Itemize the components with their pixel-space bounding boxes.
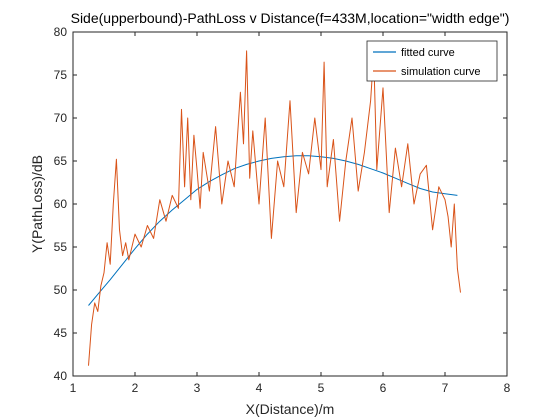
legend: fitted curve simulation curve: [366, 40, 498, 82]
x-tick-label: 4: [256, 381, 263, 395]
series-layer: [88, 50, 461, 366]
legend-box: [366, 40, 498, 82]
plot-area: [73, 32, 507, 376]
y-tick-label: 65: [54, 154, 68, 168]
y-tick-label: 50: [54, 283, 68, 297]
legend-label-fitted: fitted curve: [401, 47, 455, 59]
y-tick-label: 75: [54, 68, 68, 82]
x-tick-label: 8: [504, 381, 511, 395]
y-tick-label: 80: [54, 25, 68, 39]
x-axis-label: X(Distance)/m: [246, 401, 335, 417]
x-tick-label: 2: [132, 381, 139, 395]
axes-box: [72, 31, 508, 377]
y-tick-label: 45: [54, 326, 68, 340]
simulation-curve-line: [88, 50, 461, 366]
chart-title: Side(upperbound)-PathLoss v Distance(f=4…: [71, 10, 510, 26]
x-tick-label: 5: [318, 381, 325, 395]
x-tick-label: 7: [442, 381, 449, 395]
x-tick-label: 3: [194, 381, 201, 395]
y-tick-label: 40: [54, 369, 68, 383]
y-tick-label: 60: [54, 197, 68, 211]
x-tick-label: 1: [70, 381, 77, 395]
x-tick-label: 6: [380, 381, 387, 395]
y-axis-label: Y(PathLoss)/dB: [29, 155, 45, 253]
y-tick-label: 55: [54, 240, 68, 254]
legend-label-simulation: simulation curve: [401, 66, 480, 78]
y-tick-label: 70: [54, 111, 68, 125]
fitted-curve-line: [88, 155, 458, 306]
